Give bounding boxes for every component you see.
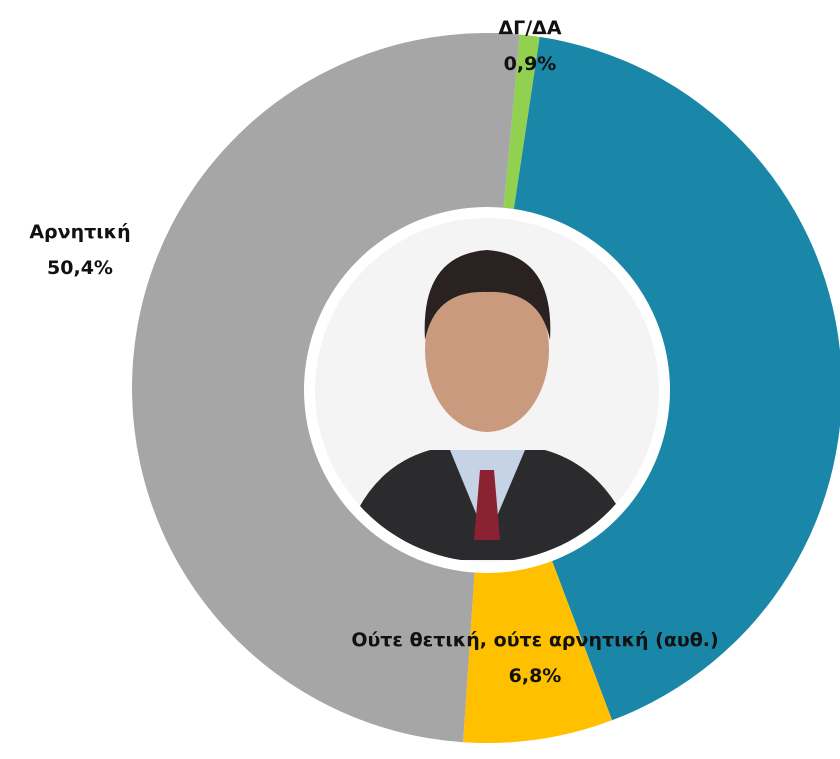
value-label: 0,9% [503, 53, 557, 75]
donut-slice [463, 556, 613, 743]
value-label: 50,4% [47, 257, 113, 279]
donut-slice [513, 36, 840, 721]
category-label: Αρνητική [29, 221, 131, 243]
slice-label: Αρνητική 50,4% [0, 214, 180, 286]
donut-slice [131, 32, 520, 743]
photo [304, 207, 670, 573]
value-label: 6,8% [508, 665, 562, 687]
category-label: Ούτε θετική, ούτε αρνητική (αυθ.) [351, 629, 719, 651]
slice-label: Ούτε θετική, ούτε αρνητική (αυθ.) 6,8% [350, 622, 720, 694]
category-label: ΔΓ/ΔΑ [498, 17, 562, 39]
donut-slice [503, 34, 540, 210]
slice-label: ΔΓ/ΔΑ 0,9% [430, 10, 630, 82]
